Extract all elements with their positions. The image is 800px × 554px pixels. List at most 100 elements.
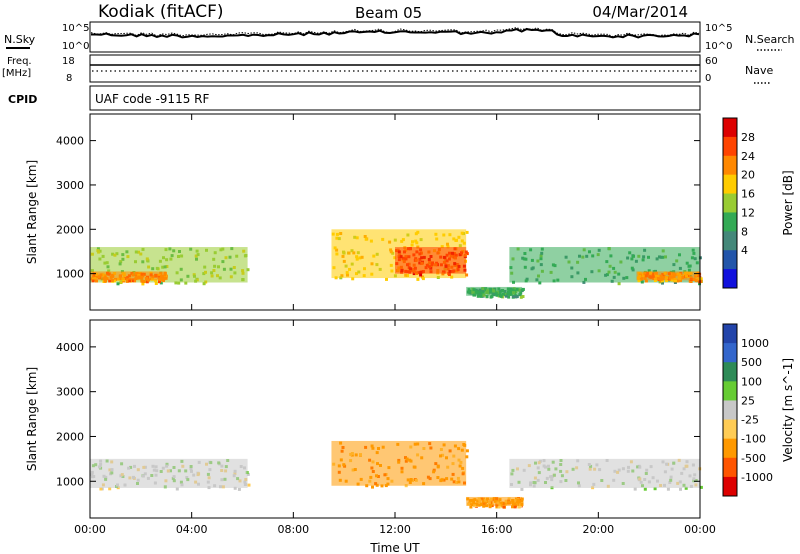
echo-cell — [684, 486, 688, 490]
y-axis-label: Slant Range [km] — [25, 367, 39, 471]
echo-cell — [447, 273, 451, 276]
x-tick-label: 20:00 — [582, 523, 614, 536]
colorbar-segment — [723, 136, 737, 157]
echo-cell — [679, 278, 682, 282]
colorbar-tick-label: -25 — [741, 414, 759, 427]
echo-cell — [202, 282, 206, 286]
echo-cell — [128, 279, 132, 283]
echo-cell — [520, 487, 524, 491]
freq-top-tick: 18 — [62, 56, 75, 67]
echo-cell — [465, 273, 469, 277]
colorbar-segment — [723, 250, 737, 270]
nsky-label: N.Sky — [4, 33, 36, 46]
echo-cell — [485, 295, 489, 299]
echo-cell — [159, 281, 163, 285]
echo-cell — [495, 505, 499, 509]
echo-cell — [488, 505, 492, 509]
echo-cell — [665, 279, 668, 283]
echo-cell — [513, 505, 517, 509]
echo-cell — [116, 282, 120, 286]
freq-bottom-tick: 8 — [66, 73, 72, 84]
colorbar-segment — [723, 362, 737, 382]
colorbar-segment — [723, 381, 737, 401]
echo-cell — [476, 294, 480, 298]
echo-region — [509, 458, 700, 488]
echo-cell — [482, 504, 486, 508]
nave-top-tick: 60 — [705, 56, 718, 67]
echo-cell — [416, 277, 420, 281]
echo-cell — [653, 487, 657, 491]
x-tick-label: 08:00 — [277, 523, 309, 536]
echo-cell — [512, 295, 516, 298]
echo-cell — [521, 288, 524, 292]
echo-cell — [247, 483, 251, 487]
freq-label: Freq. — [7, 56, 32, 67]
noise-panel — [89, 21, 701, 53]
echo-cell — [661, 281, 664, 285]
echo-cell — [233, 486, 237, 490]
cpid-panel — [89, 85, 701, 111]
echo-cell — [125, 279, 129, 283]
nsearch-trace — [90, 27, 700, 38]
echo-cell — [237, 487, 241, 491]
nsky-trace — [91, 28, 700, 39]
echo-cell — [465, 252, 469, 256]
echo-cell — [113, 279, 116, 283]
nsearch-top-tick: 10^5 — [705, 23, 732, 34]
echo-cell — [517, 505, 521, 509]
echo-cell — [676, 279, 680, 283]
colorbar-tick-label: -100 — [741, 433, 766, 446]
velocity-panel: 1000 2000 3000 4000 00:00 04:00 08:00 12:00 16:0… — [25, 319, 795, 536]
echo-region — [466, 286, 523, 296]
echo-cell — [108, 279, 112, 283]
y-tick-label: 2000 — [56, 223, 84, 236]
echo-cell — [246, 472, 250, 476]
colorbar-tick-label: 4 — [741, 244, 748, 257]
echo-cell — [465, 230, 469, 234]
echo-cell — [617, 282, 621, 286]
colorbar-segment — [723, 419, 737, 440]
echo-cell — [507, 295, 511, 299]
colorbar-segment — [723, 193, 737, 213]
power-panel: 1000 2000 3000 4000 Slant Range [km] 28 24 20 16… — [25, 113, 795, 311]
colorbar-segment — [723, 118, 737, 138]
echo-cell — [464, 250, 468, 254]
echo-cell — [519, 295, 523, 299]
echo-cell — [141, 282, 145, 286]
nsky-top-tick: 10^5 — [62, 23, 89, 34]
echo-cell — [479, 294, 483, 298]
echo-cell — [699, 485, 703, 489]
colorbar-segment — [723, 343, 737, 363]
colorbar-segment — [723, 231, 737, 251]
x-axis-title: Time UT — [369, 541, 420, 554]
echo-cell — [469, 505, 473, 509]
echo-cell — [633, 487, 637, 491]
echo-cell — [154, 282, 158, 285]
date-title: 04/Mar/2014 — [592, 3, 688, 21]
echo-cell — [504, 294, 508, 298]
x-tick-label: 12:00 — [379, 523, 411, 536]
colorbar-segment — [723, 269, 737, 289]
echo-cell — [371, 485, 374, 489]
echo-cell — [502, 505, 506, 509]
echo-cell — [644, 279, 648, 283]
echo-cell — [653, 279, 657, 282]
echo-cell — [465, 449, 469, 453]
echo-region — [90, 458, 248, 488]
colorbar-label: Velocity [m s^-1] — [781, 358, 795, 462]
x-tick-label: 04:00 — [176, 523, 208, 536]
y-tick-label: 2000 — [56, 430, 84, 443]
colorbar-segment — [723, 457, 737, 478]
echo-cell — [95, 279, 98, 283]
echo-cell — [154, 279, 158, 283]
echo-cell — [174, 281, 178, 285]
echo-cell — [110, 279, 114, 282]
echo-cell — [380, 484, 384, 488]
colorbar-tick-label: 28 — [741, 131, 755, 144]
echo-cell — [521, 295, 525, 298]
echo-cell — [643, 487, 647, 491]
echo-cell — [490, 294, 494, 298]
echo-cell — [637, 279, 641, 283]
colorbar-tick-label: 25 — [741, 394, 755, 407]
